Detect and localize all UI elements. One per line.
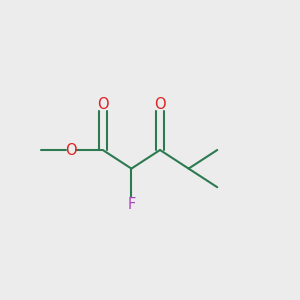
- Text: O: O: [65, 142, 77, 158]
- Text: O: O: [97, 97, 109, 112]
- Text: F: F: [127, 197, 136, 212]
- Text: O: O: [154, 97, 166, 112]
